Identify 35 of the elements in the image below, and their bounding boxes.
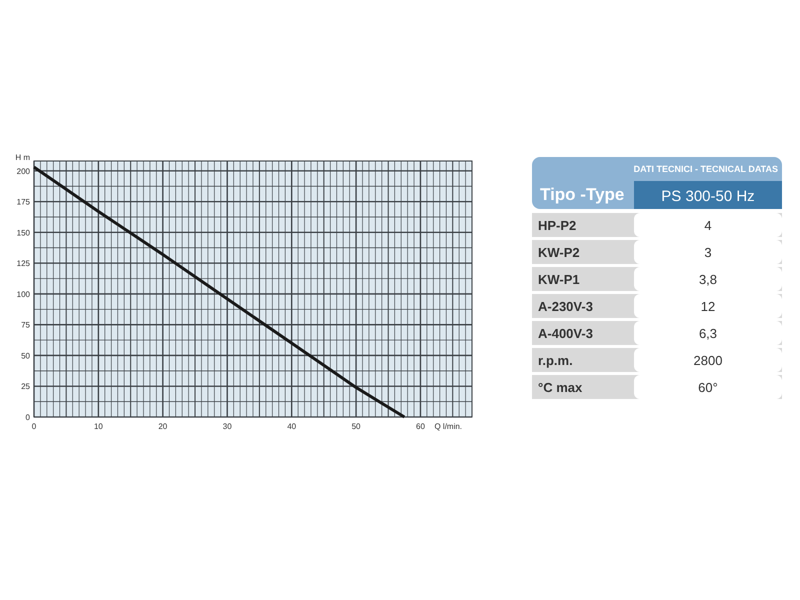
y-axis-title: H m bbox=[15, 153, 30, 162]
text: 3,8 bbox=[698, 272, 718, 287]
category-label: °C max bbox=[538, 380, 583, 395]
text: 12 bbox=[700, 299, 716, 314]
category-label: KW-P1 bbox=[538, 272, 580, 287]
y-tick-label: 200 bbox=[16, 166, 31, 176]
text: 60° bbox=[698, 380, 718, 395]
text: PS 300-50 Hz bbox=[661, 188, 755, 205]
x-tick-label: 0 bbox=[32, 422, 37, 431]
y-tick-label: 0 bbox=[26, 413, 31, 422]
x-tick-label: 60 bbox=[416, 422, 426, 431]
y-tick-label: 150 bbox=[16, 228, 31, 238]
y-tick-label: 175 bbox=[16, 198, 31, 207]
x-tick-label: 50 bbox=[352, 422, 362, 431]
x-tick-label: 20 bbox=[158, 422, 168, 431]
category-label: KW-P2 bbox=[538, 245, 580, 260]
text: 3 bbox=[704, 245, 712, 260]
category-label: r.p.m. bbox=[538, 353, 573, 368]
text: 6,3 bbox=[698, 326, 718, 341]
text: DATI TECNICI - TECNICAL DATAS bbox=[634, 164, 778, 174]
x-tick-label: 40 bbox=[287, 422, 297, 431]
x-tick-label: 30 bbox=[222, 422, 232, 431]
x-tick-label: 10 bbox=[94, 422, 104, 431]
category-label: HP-P2 bbox=[538, 218, 576, 233]
y-tick-label: 50 bbox=[21, 351, 31, 360]
x-axis-title: Q l/min. bbox=[434, 422, 462, 431]
y-tick-label: 100 bbox=[16, 290, 31, 299]
y-tick-label: 25 bbox=[21, 382, 31, 392]
category-label: A-230V-3 bbox=[538, 299, 593, 314]
y-tick-label: 75 bbox=[21, 320, 31, 330]
category-label: A-400V-3 bbox=[538, 326, 593, 341]
text: 4 bbox=[704, 218, 712, 233]
y-tick-label: 125 bbox=[16, 259, 31, 268]
category-label: Tipo -Type bbox=[540, 185, 624, 204]
text: 2800 bbox=[694, 353, 722, 368]
